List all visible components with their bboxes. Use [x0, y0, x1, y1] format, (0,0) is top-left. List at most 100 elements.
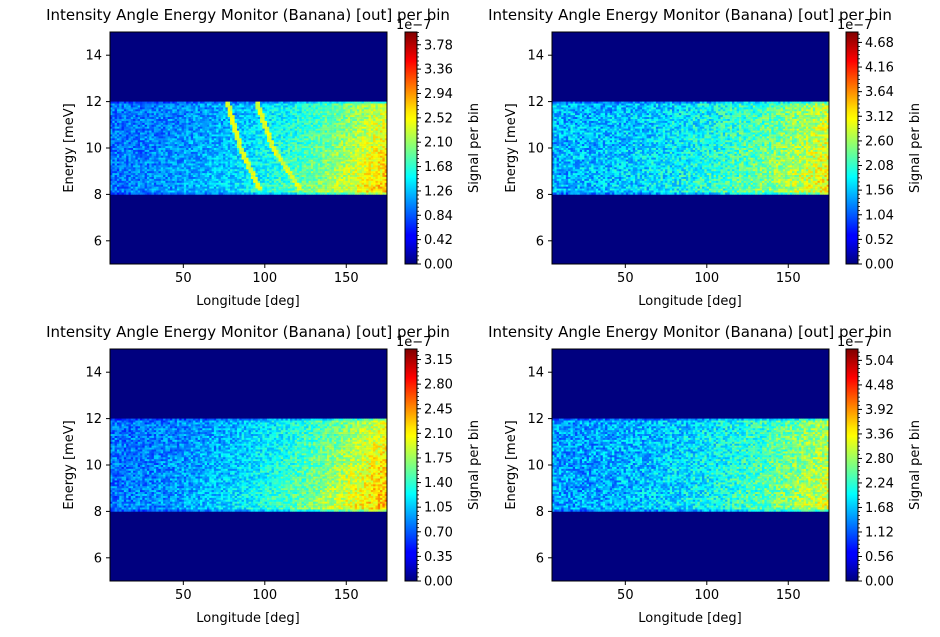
heatmap-cell [322, 107, 325, 109]
heatmap-cell [232, 119, 235, 121]
heatmap-cell [345, 152, 348, 154]
heatmap-cell [221, 154, 224, 156]
heatmap-cell [191, 181, 194, 183]
heatmap-cell [223, 109, 226, 111]
heatmap-cell [145, 177, 148, 179]
heatmap-cell [138, 140, 141, 142]
heatmap-cell [369, 142, 372, 144]
heatmap-cell [209, 134, 212, 136]
heatmap-cell [362, 177, 365, 179]
heatmap-cell [336, 171, 339, 173]
heatmap-cell [267, 104, 270, 106]
heatmap-cell [117, 162, 120, 164]
heatmap-cell [292, 109, 295, 111]
heatmap-cell [214, 109, 217, 111]
heatmap-cell [364, 121, 367, 123]
heatmap-cell [230, 125, 233, 127]
heatmap-cell [235, 150, 238, 152]
heatmap-cell [327, 167, 330, 169]
heatmap-cell [373, 131, 376, 133]
heatmap-cell [124, 125, 127, 127]
heatmap-cell [309, 177, 312, 179]
heatmap-cell [198, 105, 201, 107]
heatmap-cell [357, 123, 360, 125]
heatmap-cell [175, 142, 178, 144]
heatmap-cell [288, 129, 291, 131]
heatmap-cell [350, 119, 353, 121]
heatmap-cell [302, 154, 305, 156]
heatmap-cell [281, 131, 284, 133]
heatmap-cell [297, 111, 300, 113]
heatmap-cell [228, 131, 231, 133]
heatmap-cell [378, 109, 381, 111]
heatmap-cell [302, 138, 305, 140]
heatmap-cell [158, 138, 161, 140]
heatmap-cell [158, 163, 161, 165]
heatmap-cell [223, 140, 226, 142]
heatmap-cell [272, 173, 275, 175]
heatmap-cell [336, 107, 339, 109]
heatmap-cell [193, 177, 196, 179]
heatmap-cell [267, 175, 270, 177]
heatmap-cell [239, 129, 242, 131]
heatmap-cell [297, 127, 300, 129]
heatmap-cell [348, 148, 351, 150]
heatmap-cell [251, 150, 254, 152]
heatmap-cell [177, 111, 180, 113]
heatmap-cell [267, 163, 270, 165]
heatmap-cell [244, 158, 247, 160]
heatmap-cell [320, 138, 323, 140]
heatmap-cell [327, 127, 330, 129]
heatmap-cell [290, 173, 293, 175]
heatmap-cell [369, 117, 372, 119]
heatmap-cell [202, 167, 205, 169]
heatmap-cell [182, 140, 185, 142]
heatmap-cell [131, 140, 134, 142]
heatmap-cell [350, 163, 353, 165]
heatmap-cell [128, 127, 131, 129]
heatmap-cell [251, 133, 254, 135]
heatmap-cell [179, 146, 182, 148]
heatmap-cell [209, 107, 212, 109]
heatmap-cell [165, 152, 168, 154]
heatmap-cell [297, 121, 300, 123]
heatmap-cell [290, 102, 293, 104]
heatmap-cell [260, 107, 263, 109]
heatmap-cell [216, 142, 219, 144]
heatmap-cell [156, 134, 159, 136]
heatmap-cell [198, 134, 201, 136]
heatmap-cell [131, 105, 134, 107]
heatmap-cell [119, 173, 122, 175]
heatmap-cell [311, 136, 314, 138]
heatmap-cell [128, 138, 131, 140]
heatmap-cell [128, 111, 131, 113]
heatmap-cell [311, 152, 314, 154]
heatmap-cell [205, 160, 208, 162]
heatmap-cell [158, 167, 161, 169]
heatmap-cell [218, 133, 221, 135]
heatmap-cell [149, 167, 152, 169]
heatmap-cell [341, 119, 344, 121]
heatmap-cell [232, 123, 235, 125]
heatmap-cell [133, 105, 136, 107]
heatmap-cell [140, 154, 143, 156]
heatmap-cell [135, 173, 138, 175]
heatmap-cell [260, 104, 263, 106]
heatmap-cell [281, 160, 284, 162]
heatmap-cell [276, 144, 279, 146]
heatmap-cell [265, 152, 268, 154]
heatmap-cell [313, 158, 316, 160]
heatmap-cell [292, 169, 295, 171]
heatmap-cell [119, 109, 122, 111]
heatmap-cell [207, 136, 210, 138]
heatmap-cell [156, 158, 159, 160]
heatmap-cell [283, 165, 286, 167]
heatmap-cell [117, 158, 120, 160]
heatmap-cell [285, 115, 288, 117]
heatmap-cell [239, 154, 242, 156]
heatmap-cell [170, 102, 173, 104]
heatmap-cell [318, 133, 321, 135]
heatmap-cell [131, 104, 134, 106]
heatmap-cell [267, 181, 270, 183]
heatmap-cell [355, 165, 358, 167]
